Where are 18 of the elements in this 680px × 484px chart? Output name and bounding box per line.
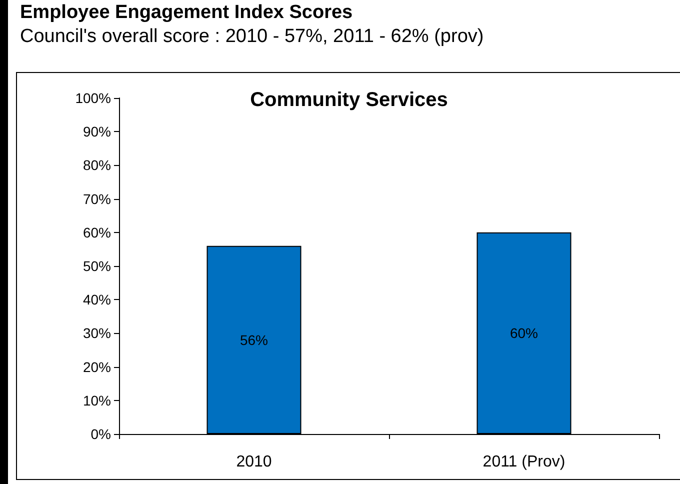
x-tick-label: 2011 (Prov) xyxy=(482,454,566,470)
chart-subtitle: Council's overall score : 2010 - 57%, 2011 - 62% (prov) xyxy=(20,26,484,48)
y-tick-label: 60% xyxy=(82,224,111,240)
y-tick-label: 90% xyxy=(82,124,111,140)
y-tick-label: 40% xyxy=(82,292,111,308)
x-tick-label: 2010 xyxy=(236,454,272,470)
y-tick-label: 20% xyxy=(82,358,111,375)
y-tick-label: 100% xyxy=(75,90,111,106)
y-tick-label: 50% xyxy=(82,258,111,274)
y-tick-label: 80% xyxy=(82,157,111,174)
data-label: 60% xyxy=(510,325,538,342)
y-tick-label: 10% xyxy=(82,392,111,408)
y-tick-label: 0% xyxy=(90,426,111,442)
y-tick-label: 70% xyxy=(82,190,111,207)
data-label: 56% xyxy=(240,332,268,348)
annotation: Community Services xyxy=(250,89,448,111)
y-tick-label: 30% xyxy=(82,325,111,342)
chart-title: Employee Engagement Index Scores xyxy=(20,2,353,24)
